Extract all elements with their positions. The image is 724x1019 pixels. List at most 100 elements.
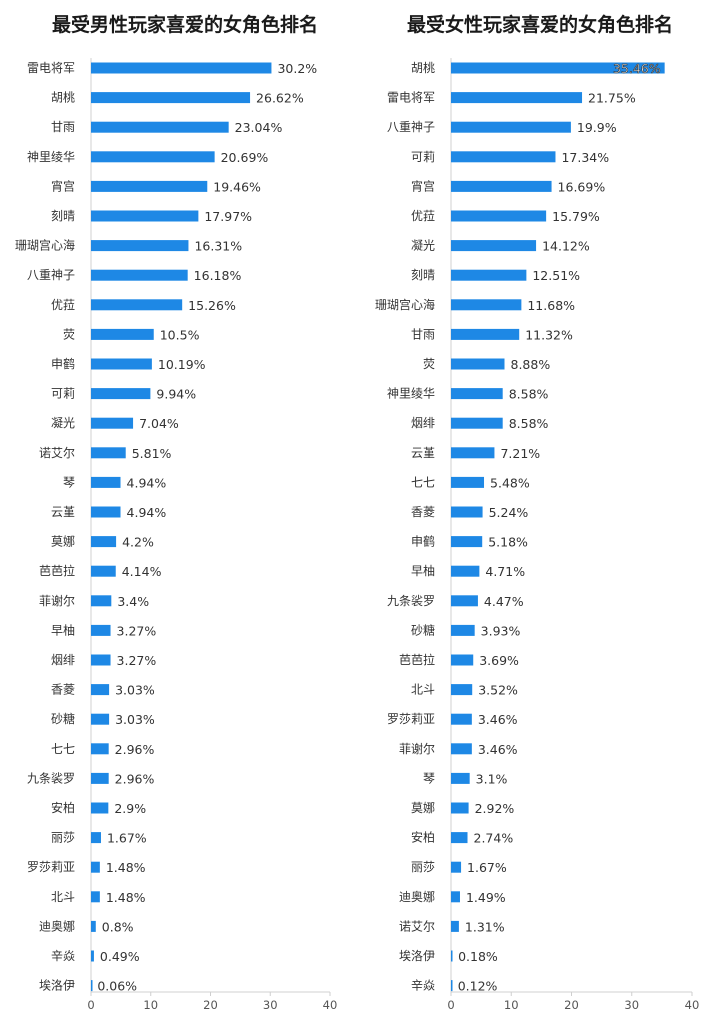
male-bar [91, 358, 152, 370]
female-value-label: 35.46% [613, 61, 661, 76]
male-value-label: 0.49% [100, 949, 140, 964]
male-bar [91, 269, 188, 281]
male-bar [91, 536, 117, 548]
female-x-tick-label: 30 [624, 998, 639, 1012]
male-bar [91, 980, 93, 992]
male-category-label: 辛焱 [51, 949, 75, 963]
female-bar [451, 447, 495, 459]
male-bar [91, 240, 189, 252]
male-category-label: 埃洛伊 [39, 978, 75, 993]
male-category-label: 申鹤 [51, 356, 75, 371]
female-value-label: 3.93% [481, 623, 521, 638]
male-value-label: 19.46% [213, 179, 261, 194]
male-bar [91, 624, 111, 636]
male-bar [91, 180, 208, 192]
female-value-label: 4.71% [485, 564, 525, 579]
male-bar [91, 506, 121, 518]
female-bar [451, 624, 475, 636]
female-bar [451, 92, 583, 104]
male-value-label: 5.81% [132, 446, 172, 461]
female-category-label: 雷电将军 [387, 91, 435, 105]
male-category-label: 七七 [51, 742, 75, 756]
female-category-label: 香菱 [411, 505, 435, 519]
male-value-label: 17.97% [204, 209, 252, 224]
female-category-label: 烟绯 [411, 416, 435, 430]
male-value-label: 1.67% [107, 831, 147, 846]
female-bar [451, 743, 472, 755]
male-bar [91, 121, 229, 133]
male-value-label: 15.26% [188, 298, 236, 313]
male-category-label: 荧 [63, 327, 75, 341]
female-bar [451, 891, 460, 903]
female-value-label: 2.74% [474, 831, 514, 846]
male-x-tick-label: 0 [87, 998, 94, 1012]
male-category-label: 烟绯 [51, 653, 75, 667]
female-category-label: 早柚 [411, 563, 435, 578]
female-value-label: 3.69% [479, 653, 519, 668]
female-bar [451, 595, 478, 607]
female-value-label: 4.47% [484, 594, 524, 609]
female-bar [451, 950, 453, 962]
female-value-label: 11.68% [527, 298, 575, 313]
male-bar [91, 920, 96, 932]
female-value-label: 17.34% [561, 150, 609, 165]
female-bar [451, 210, 547, 222]
male-category-label: 砂糖 [51, 711, 75, 726]
chart-title-female: 最受女性玩家喜爱的女角色排名 [406, 14, 673, 36]
female-value-label: 2.92% [475, 801, 515, 816]
female-bar [451, 980, 453, 992]
male-value-label: 26.62% [256, 91, 304, 106]
male-value-label: 16.18% [194, 268, 242, 283]
female-value-label: 11.32% [525, 327, 573, 342]
male-bar [91, 476, 121, 488]
female-value-label: 8.88% [511, 357, 551, 372]
female-category-label: 埃洛伊 [399, 948, 435, 963]
male-category-label: 北斗 [51, 890, 75, 904]
female-category-label: 辛焱 [411, 979, 435, 993]
female-category-label: 菲谢尔 [399, 741, 435, 756]
female-category-label: 可莉 [411, 150, 435, 164]
male-value-label: 9.94% [156, 387, 196, 402]
female-bar [451, 861, 462, 873]
female-value-label: 8.58% [509, 416, 549, 431]
male-x-tick-label: 40 [323, 998, 338, 1012]
male-bar [91, 565, 116, 577]
male-value-label: 0.06% [97, 979, 137, 994]
male-category-label: 香菱 [51, 683, 75, 697]
female-category-label: 胡桃 [411, 60, 435, 75]
female-category-label: 诺艾尔 [399, 918, 435, 933]
male-category-label: 丽莎 [51, 831, 75, 845]
female-bar [451, 772, 470, 784]
female-category-label: 神里绫华 [387, 387, 435, 401]
male-bar [91, 891, 100, 903]
male-bar [91, 447, 126, 459]
female-category-label: 甘雨 [411, 327, 435, 341]
female-value-label: 1.31% [465, 919, 505, 934]
female-value-label: 1.67% [467, 860, 507, 875]
female-value-label: 3.52% [478, 683, 518, 698]
male-bar [91, 417, 134, 429]
female-value-label: 14.12% [542, 239, 590, 254]
male-category-label: 甘雨 [51, 120, 75, 134]
male-x-tick-label: 10 [143, 998, 158, 1012]
male-bar [91, 328, 154, 340]
male-value-label: 10.5% [160, 327, 200, 342]
female-value-label: 5.48% [490, 475, 530, 490]
female-bar [451, 417, 503, 429]
male-category-label: 迪奥娜 [39, 919, 75, 933]
male-category-label: 诺艾尔 [39, 445, 75, 460]
male-category-label: 珊瑚宫心海 [15, 238, 75, 253]
female-category-label: 莫娜 [411, 801, 435, 815]
male-bar [91, 832, 101, 844]
female-bar [451, 565, 480, 577]
male-value-label: 4.94% [127, 505, 167, 520]
male-value-label: 0.8% [102, 919, 134, 934]
male-category-label: 菲谢尔 [39, 593, 75, 608]
male-bar [91, 299, 183, 311]
female-category-label: 荧 [423, 357, 435, 371]
male-bar [91, 388, 151, 400]
male-bar [91, 62, 272, 74]
male-bar [91, 713, 110, 725]
male-bar [91, 151, 215, 163]
male-category-label: 芭芭拉 [39, 563, 75, 578]
